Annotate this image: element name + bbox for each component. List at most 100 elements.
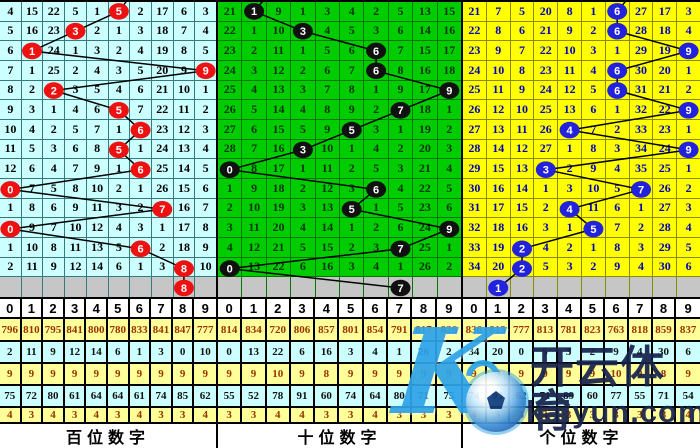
- grid-cell: 2: [437, 119, 461, 139]
- stat-row: 2 11 9 12 14 6 1 3 0 10: [0, 342, 216, 364]
- grid-cell: 1: [86, 2, 108, 21]
- stat-cell: 795: [43, 319, 65, 340]
- grid-cell: 27: [653, 198, 677, 218]
- grid-cell: 20: [151, 60, 173, 80]
- grid-cell: 2: [558, 159, 581, 178]
- pending-cell: [388, 277, 413, 298]
- grid-cell: 6: [86, 100, 108, 119]
- stat-cell: 80: [388, 386, 413, 406]
- stat-cell: 9: [108, 364, 130, 384]
- stat-cell: 61: [65, 386, 87, 406]
- stat-cell: 4: [364, 408, 389, 422]
- grid-cell: 2: [629, 218, 653, 237]
- stat-cell: 60: [582, 386, 606, 406]
- panel-tens: 21 9 1 3 4 2 5 13 15 22 1 10 4 5 3 6 14 16 23 2 11 1 5 6 7 15 17 24…: [218, 2, 461, 448]
- grid-cell: 30: [463, 178, 486, 198]
- grid-cell: 21: [413, 159, 437, 178]
- stat-cell: 3: [388, 408, 413, 422]
- grid-cell: 2: [291, 60, 315, 80]
- grid-cell: 6: [108, 257, 130, 277]
- grid-cell: 8: [21, 198, 43, 218]
- grid-cell: 11: [65, 237, 86, 257]
- grid-cell: 12: [510, 139, 534, 159]
- stat-cell: 4: [291, 408, 316, 422]
- grid-cell: 6: [605, 198, 629, 218]
- stat-cell: 34: [463, 342, 487, 362]
- grid-cell: 5: [364, 159, 388, 178]
- grid-cell: 5: [130, 60, 151, 80]
- stat-cell: 9: [130, 364, 152, 384]
- grid-cell: 5: [677, 237, 700, 257]
- grid-cell: 32: [463, 218, 486, 237]
- grid-cell: 6: [388, 21, 413, 41]
- stat-cell: 777: [196, 323, 214, 336]
- grid-cell: 2: [558, 237, 581, 257]
- stat-cell: 9: [446, 368, 452, 380]
- grid-cell: 20: [653, 60, 677, 80]
- stat-cell: 91: [291, 386, 316, 406]
- grid-cell: 5: [65, 2, 86, 21]
- grid-cell: 9: [605, 257, 629, 277]
- grid-cell: 3: [677, 198, 700, 218]
- grid-cell: 3: [151, 257, 173, 277]
- digit-header-cell: 5: [582, 299, 606, 317]
- grid-cell: 26: [653, 178, 677, 198]
- grid-cell: 4: [388, 178, 413, 198]
- digit-header-cell: 1: [22, 299, 44, 317]
- stat-cell: 60: [315, 386, 340, 406]
- digit-header-cell: 7: [629, 299, 653, 317]
- stat-cell: 22: [267, 342, 291, 362]
- grid-cell: 8: [195, 218, 216, 237]
- grid-cell: 5: [43, 178, 65, 198]
- grid-cell: 6: [315, 60, 339, 80]
- stat-cell: 10: [199, 346, 211, 358]
- grid-cell: 6: [581, 100, 605, 119]
- stat-cell: 62: [510, 386, 535, 406]
- grid-cell: 26: [534, 119, 558, 139]
- stat-cell: 3: [558, 408, 582, 422]
- digit-header-cell: 8: [173, 299, 195, 317]
- grid-cell: 4: [339, 2, 364, 21]
- pending-cell: [558, 277, 581, 298]
- grid-cell: 2: [65, 60, 86, 80]
- grid-cell: 23: [534, 60, 558, 80]
- grid-cell: [558, 119, 581, 139]
- grid-cell: [0, 178, 21, 198]
- stat-cell: 52: [242, 386, 267, 406]
- panel-units: 21 7 5 20 8 1 27 17 3 22 8 6 21 9 2 28 18 4 23 9 7 22 10 3 1 29 19…: [463, 2, 700, 448]
- stat-cell: 818: [629, 319, 653, 340]
- grid-cell: 6: [291, 257, 315, 277]
- grid-cell: 29: [653, 237, 677, 257]
- grid-cell: 27: [218, 119, 242, 139]
- grid-cell: 15: [315, 237, 339, 257]
- grid-cell: 22: [534, 41, 558, 60]
- grid-cell: 14: [413, 21, 437, 41]
- stat-cell: 813: [534, 319, 558, 340]
- grid-cell: 18: [151, 21, 173, 41]
- stat-cell: 3: [22, 408, 44, 422]
- stat-cell: 64: [108, 386, 130, 406]
- grid-cell: 8: [486, 21, 510, 41]
- stat-cell: 834: [242, 319, 267, 340]
- grid-cell: 19: [266, 198, 291, 218]
- grid-cell: 22: [413, 178, 437, 198]
- grid-cell: [364, 60, 388, 80]
- grid-cell: [437, 80, 461, 100]
- grid-cell: 10: [510, 100, 534, 119]
- grid-cell: [291, 21, 315, 41]
- stat-cell: 9: [605, 342, 629, 362]
- stat-cell: 800: [86, 319, 108, 340]
- grid-cell: 6: [0, 41, 21, 60]
- stat-cell: 9: [65, 364, 87, 384]
- grid-cell: 13: [86, 237, 108, 257]
- stat-cell: 13: [242, 342, 267, 362]
- stat-cell: 9: [388, 364, 413, 384]
- digit-header-cell: 0: [0, 299, 22, 317]
- grid-cell: 4: [65, 100, 86, 119]
- grid-cell: 27: [463, 119, 486, 139]
- grid-cell: 2: [291, 178, 315, 198]
